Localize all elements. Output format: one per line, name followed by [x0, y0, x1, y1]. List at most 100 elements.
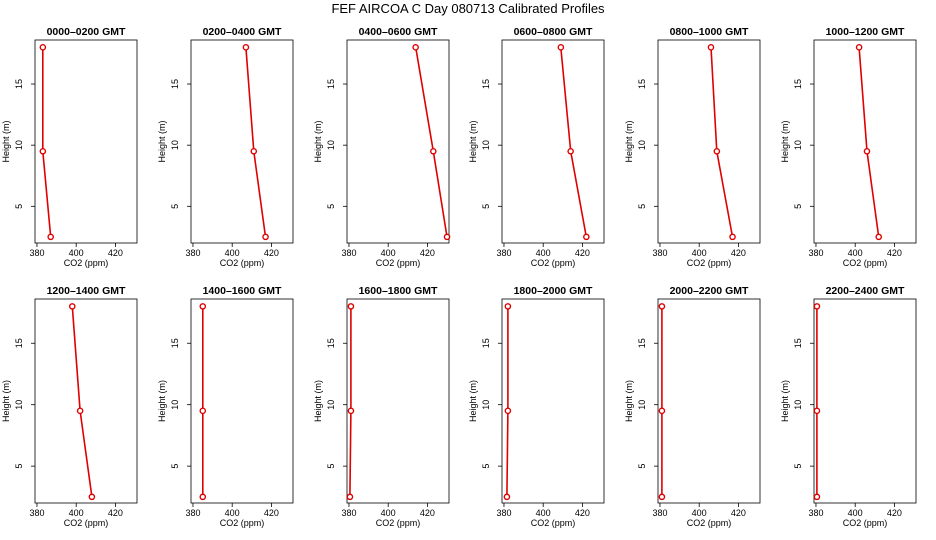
x-tick-label: 420 [264, 248, 279, 258]
x-axis-label: CO2 (ppm) [531, 258, 576, 268]
panel-title: 1200–1400 GMT [47, 285, 126, 297]
y-tick-label: 10 [481, 400, 491, 410]
plot-frame [501, 39, 605, 244]
x-tick-label: 420 [108, 508, 123, 518]
x-axis-label: CO2 (ppm) [687, 258, 732, 268]
y-tick-label: 5 [637, 464, 647, 469]
profile-line [710, 47, 734, 238]
y-tick-label: 15 [637, 79, 647, 89]
panel-title: 0400–0600 GMT [359, 26, 438, 38]
y-tick-label: 10 [326, 140, 336, 150]
x-axis-label: CO2 (ppm) [376, 518, 421, 528]
y-axis-label: Height (m) [313, 120, 323, 162]
data-point [583, 233, 590, 241]
y-tick-label: 15 [326, 338, 336, 348]
y-tick-label: 15 [481, 79, 491, 89]
y-axis-label: Height (m) [157, 120, 167, 162]
panel-title: 2000–2200 GMT [670, 285, 749, 297]
x-tick-label: 380 [341, 248, 356, 258]
panel-title: 0800–1000 GMT [670, 26, 749, 38]
data-point [346, 493, 354, 501]
data-point [68, 303, 76, 310]
data-point [262, 233, 269, 241]
data-point [863, 147, 871, 155]
data-point [250, 147, 258, 155]
profile-line [349, 306, 352, 497]
x-tick-label: 420 [575, 508, 590, 518]
data-point [504, 303, 512, 310]
x-tick-label: 380 [652, 508, 667, 518]
data-point [567, 147, 574, 155]
panel-title: 0000–0200 GMT [47, 26, 126, 38]
x-tick-label: 420 [420, 508, 435, 518]
y-tick-label: 5 [170, 464, 180, 469]
data-point [443, 233, 451, 241]
data-point [813, 407, 821, 415]
data-point [813, 303, 821, 310]
y-axis-label: Height (m) [1, 120, 11, 162]
y-tick-label: 15 [14, 79, 24, 89]
x-tick-label: 380 [185, 508, 200, 518]
data-point [199, 407, 207, 415]
y-axis-label: Height (m) [157, 380, 167, 422]
x-tick-label: 400 [536, 248, 551, 258]
y-axis-label: Height (m) [780, 380, 790, 422]
x-tick-label: 420 [731, 248, 746, 258]
y-tick-label: 5 [481, 464, 491, 469]
data-point [503, 493, 511, 501]
y-tick-label: 15 [637, 338, 647, 348]
profile-line [245, 47, 267, 238]
data-point [39, 44, 47, 51]
y-tick-label: 5 [14, 464, 24, 469]
y-tick-label: 5 [793, 204, 803, 209]
x-tick-label: 380 [185, 248, 200, 258]
plot-frame [190, 39, 294, 244]
panel-title: 0200–0400 GMT [203, 26, 282, 38]
data-point [412, 44, 419, 51]
y-tick-label: 5 [326, 464, 336, 469]
plot-frame [190, 298, 294, 504]
x-tick-label: 400 [381, 248, 396, 258]
plot-frame [657, 298, 761, 504]
x-tick-label: 420 [575, 248, 590, 258]
y-tick-label: 5 [637, 204, 647, 209]
data-point [658, 493, 666, 501]
x-tick-label: 400 [848, 248, 863, 258]
y-axis-label: Height (m) [780, 120, 790, 162]
y-axis-label: Height (m) [313, 380, 323, 422]
data-point [658, 303, 666, 310]
plot-frame [34, 298, 138, 504]
y-tick-label: 15 [170, 338, 180, 348]
plot-frame [346, 39, 450, 244]
x-tick-label: 380 [341, 508, 356, 518]
x-tick-label: 380 [29, 248, 44, 258]
data-point [557, 44, 565, 51]
y-tick-label: 5 [14, 204, 24, 209]
y-tick-label: 5 [326, 204, 336, 209]
x-tick-label: 400 [692, 248, 707, 258]
x-tick-label: 400 [381, 508, 396, 518]
y-tick-label: 15 [14, 338, 24, 348]
x-tick-label: 420 [887, 248, 902, 258]
y-tick-label: 10 [793, 140, 803, 150]
y-tick-label: 15 [481, 338, 491, 348]
x-tick-label: 380 [496, 248, 511, 258]
y-tick-label: 10 [14, 400, 24, 410]
data-point [729, 233, 736, 241]
x-axis-label: CO2 (ppm) [843, 258, 888, 268]
data-point [88, 493, 96, 501]
plot-frame [346, 298, 450, 504]
plot-frame [34, 39, 138, 244]
x-tick-label: 420 [420, 248, 435, 258]
y-tick-label: 5 [170, 204, 180, 209]
data-point [199, 303, 207, 310]
